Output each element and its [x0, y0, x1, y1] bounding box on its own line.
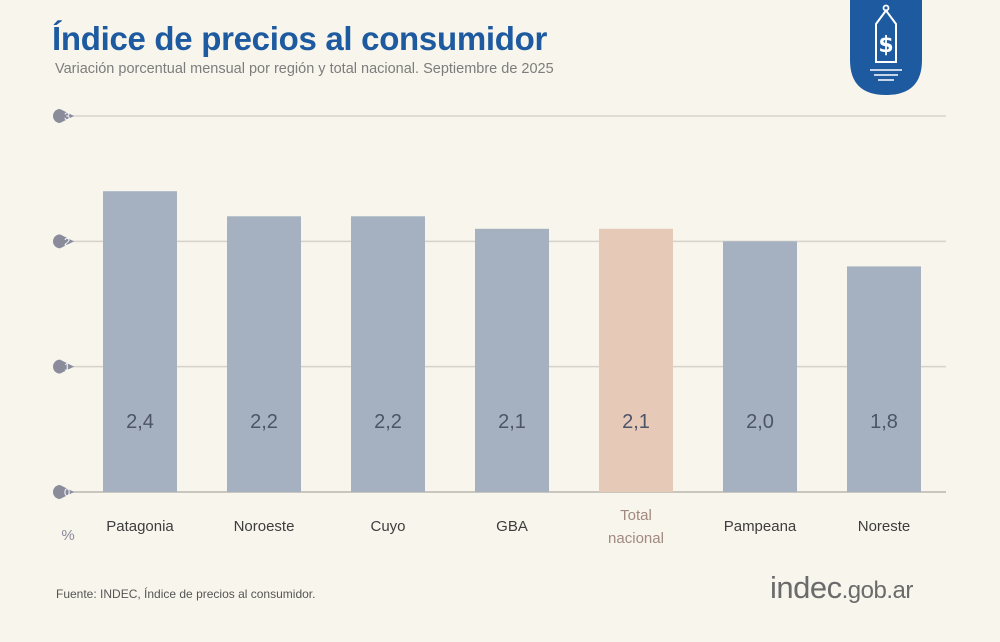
x-tick-label: nacional: [608, 530, 664, 547]
data-label: 2,0: [746, 411, 774, 433]
x-tick-label: Noreste: [858, 518, 911, 535]
y-tick-label: 1: [64, 362, 70, 374]
data-label: 2,2: [250, 411, 278, 433]
x-tick-label: GBA: [496, 518, 528, 535]
bar: [723, 241, 797, 492]
x-tick-label: Cuyo: [370, 518, 405, 535]
bar: [599, 228, 673, 493]
data-label: 2,1: [622, 411, 650, 433]
price-tag-dollar-icon: $: [850, 0, 922, 95]
x-tick-label: Pampeana: [724, 518, 797, 535]
y-tick-marker: [53, 109, 74, 123]
svg-text:$: $: [878, 33, 893, 58]
y-tick-marker: [53, 359, 74, 374]
x-tick-label: Patagonia: [106, 518, 174, 535]
chart-subtitle: Variación porcentual mensual por región …: [55, 61, 554, 77]
bar: [351, 216, 425, 492]
bar: [847, 266, 921, 492]
data-label: 1,8: [870, 411, 898, 433]
y-tick-marker: [53, 234, 74, 249]
y-tick-label: 0: [64, 487, 70, 499]
indec-logo: indec.gob.ar: [770, 570, 913, 605]
y-tick-label: 2: [64, 236, 70, 248]
data-label: 2,1: [498, 411, 526, 433]
y-axis-label: %: [61, 527, 74, 544]
y-tick-label: 3: [64, 111, 70, 123]
x-tick-label: Total: [620, 507, 652, 524]
chart-title: Índice de precios al consumidor: [52, 20, 547, 57]
data-label: 2,4: [126, 411, 154, 433]
bar: [103, 191, 177, 492]
y-tick-marker: [53, 485, 74, 499]
bar: [227, 216, 301, 492]
data-label: 2,2: [374, 411, 402, 433]
bar: [475, 228, 549, 493]
x-tick-label: Noroeste: [234, 518, 295, 535]
source-note: Fuente: INDEC, Índice de precios al cons…: [56, 587, 316, 601]
